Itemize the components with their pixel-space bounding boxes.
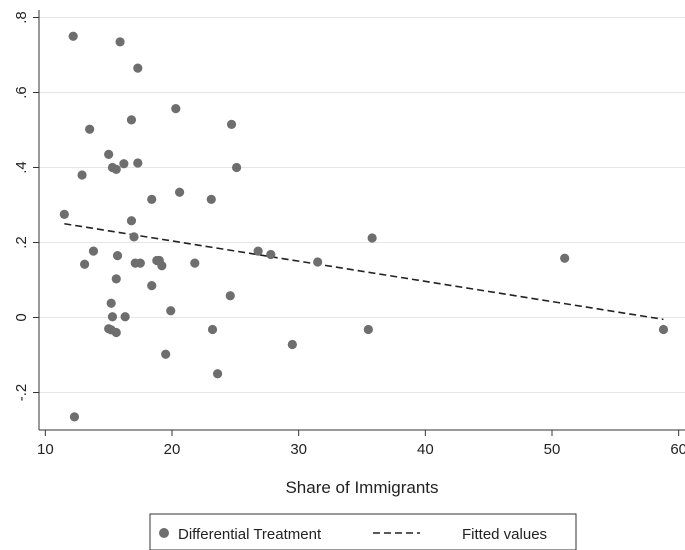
scatter-point (77, 170, 87, 180)
x-tick-label: 30 (290, 441, 307, 458)
scatter-point (225, 291, 235, 301)
scatter-point (133, 63, 143, 73)
grid-lines (39, 17, 685, 393)
scatter-point (107, 312, 118, 322)
scatter-point (313, 257, 323, 267)
scatter-point (126, 216, 137, 226)
scatter-point (59, 209, 69, 219)
scatter-point (111, 274, 121, 284)
legend-marker-differential-treatment (159, 528, 169, 538)
scatter-point (367, 233, 377, 243)
x-tick-label: 10 (37, 441, 54, 458)
scatter-point (213, 369, 223, 379)
scatter-points (59, 31, 669, 422)
y-tick-label: 0 (13, 313, 30, 321)
y-tick-label: .8 (13, 11, 30, 24)
legend-label-fitted-values: Fitted values (462, 526, 547, 543)
scatter-point (166, 306, 176, 316)
scatter-point (190, 258, 200, 268)
scatter-point (119, 159, 129, 169)
x-tick-label: 40 (417, 441, 434, 458)
legend-box (149, 513, 577, 550)
scatter-point (80, 259, 90, 269)
scatter-point (147, 194, 157, 204)
y-tick-label: .4 (13, 161, 30, 174)
scatter-point (175, 187, 185, 197)
fitted-line-layer (64, 222, 664, 321)
scatter-point (115, 37, 125, 47)
scatter-point (111, 164, 121, 174)
x-tick-label: 20 (164, 441, 181, 458)
scatter-point (658, 324, 669, 335)
x-tick-label: 60 (670, 441, 685, 458)
scatter-point (111, 327, 121, 338)
fitted-values-line (64, 222, 664, 321)
scatter-point (69, 412, 80, 422)
scatter-point (207, 324, 218, 335)
scatter-point (287, 339, 297, 350)
scatter-point (129, 232, 139, 242)
scatter-point (85, 124, 95, 134)
y-tick-label: -.2 (13, 384, 30, 402)
x-tick-label: 50 (544, 441, 561, 458)
scatter-point (560, 253, 570, 263)
scatter-point (171, 104, 181, 114)
scatter-point (106, 298, 116, 308)
scatter-point (88, 246, 99, 256)
scatter-point (226, 119, 237, 129)
scatter-point (147, 281, 157, 291)
x-axis-title: Share of Immigrants (285, 478, 438, 497)
scatter-point (363, 324, 373, 335)
y-tick-label: .2 (13, 236, 30, 249)
scatter-point (253, 246, 263, 256)
y-tick-label: .6 (13, 86, 30, 99)
legend-label-differential-treatment: Differential Treatment (178, 526, 322, 543)
scatter-point (133, 158, 143, 168)
scatter-point (112, 251, 123, 261)
scatter-point (68, 31, 78, 41)
scatter-point (104, 149, 114, 159)
legend: Differential Treatment Fitted values (149, 513, 577, 550)
scatter-point (232, 162, 242, 173)
axes: -.2 0 .2 .4 .6 .8 10 20 30 40 50 60 (13, 10, 685, 458)
scatter-point (135, 258, 145, 268)
scatter-point (120, 312, 130, 322)
scatter-point (206, 194, 216, 204)
scatter-point (161, 349, 171, 359)
scatter-point (157, 261, 167, 271)
scatter-point (266, 249, 276, 260)
scatter-point (126, 115, 137, 125)
